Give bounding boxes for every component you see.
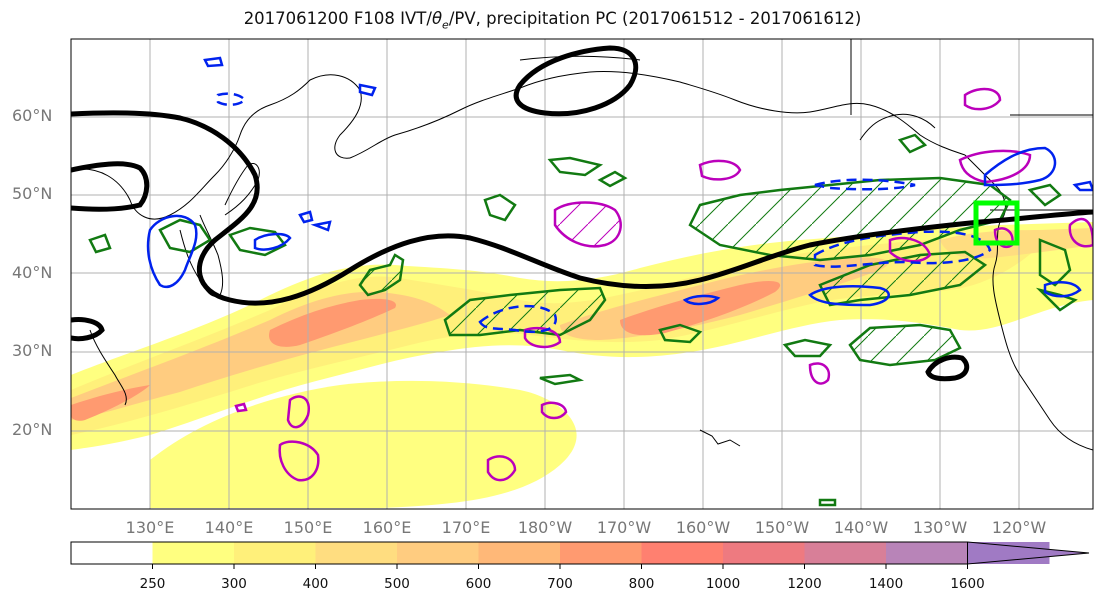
lat-label-60n: 60°N	[12, 106, 53, 125]
lon-label-140e: 140°E	[204, 518, 254, 537]
colorbar-segment	[723, 542, 805, 564]
colorbar-tick-label: 500	[384, 576, 410, 592]
coastlines	[71, 55, 1093, 451]
lat-label-30n: 30°N	[12, 341, 53, 360]
lon-label-160e: 160°E	[362, 518, 412, 537]
map-frame	[70, 38, 1094, 510]
lon-label-140w: 140°W	[833, 518, 889, 537]
colorbar-segment	[397, 542, 479, 564]
colorbar-tick-label: 250	[139, 576, 166, 592]
colorbar-segment	[478, 542, 561, 564]
colorbar-tick-label: 700	[547, 576, 573, 592]
colorbar-tick-label: 600	[465, 576, 492, 592]
map-title: 2017061200 F108 IVT/θe/PV, precipitation…	[243, 9, 862, 32]
colorbar-outline	[70, 541, 968, 565]
colorbar-tick-label: 1000	[705, 576, 741, 592]
colorbar-tick-label: 1400	[868, 576, 904, 592]
colorbar	[70, 541, 1090, 569]
lon-label-130w: 130°W	[912, 518, 968, 537]
lon-label-150w: 150°W	[754, 518, 810, 537]
colorbar-segment	[234, 542, 316, 564]
colorbar-segment	[804, 542, 887, 564]
precip-contours	[88, 133, 1078, 507]
colorbar-segment	[886, 542, 968, 564]
colorbar-segment	[560, 542, 642, 564]
colorbar-extension	[967, 541, 1090, 565]
colorbar-tick-label: 1200	[787, 576, 822, 592]
colorbar-segment	[315, 542, 398, 564]
colorbar-tick-label: 400	[302, 576, 329, 592]
colorbar-tick-label: 300	[221, 576, 247, 592]
lon-label-150e: 150°E	[283, 518, 333, 537]
lon-label-130e: 130°E	[125, 518, 175, 537]
colorbar-segment	[152, 542, 235, 564]
colorbar-tick-label: 1600	[950, 576, 985, 592]
borders	[850, 39, 1093, 211]
lon-label-180w: 180°W	[517, 518, 573, 537]
highlight-box	[973, 200, 1020, 246]
lon-label-170w: 170°W	[596, 518, 652, 537]
theta-e-contours	[71, 45, 1093, 382]
colorbar-segment	[71, 542, 153, 564]
colorbar-segment	[641, 542, 724, 564]
lat-label-40n: 40°N	[12, 263, 53, 282]
colorbar-tick-label: 800	[628, 576, 655, 592]
lon-label-120w: 120°W	[991, 518, 1047, 537]
lon-label-170e: 170°E	[441, 518, 491, 537]
lon-label-160w: 160°W	[675, 518, 731, 537]
lat-label-20n: 20°N	[12, 420, 53, 439]
lat-label-50n: 50°N	[12, 184, 53, 203]
